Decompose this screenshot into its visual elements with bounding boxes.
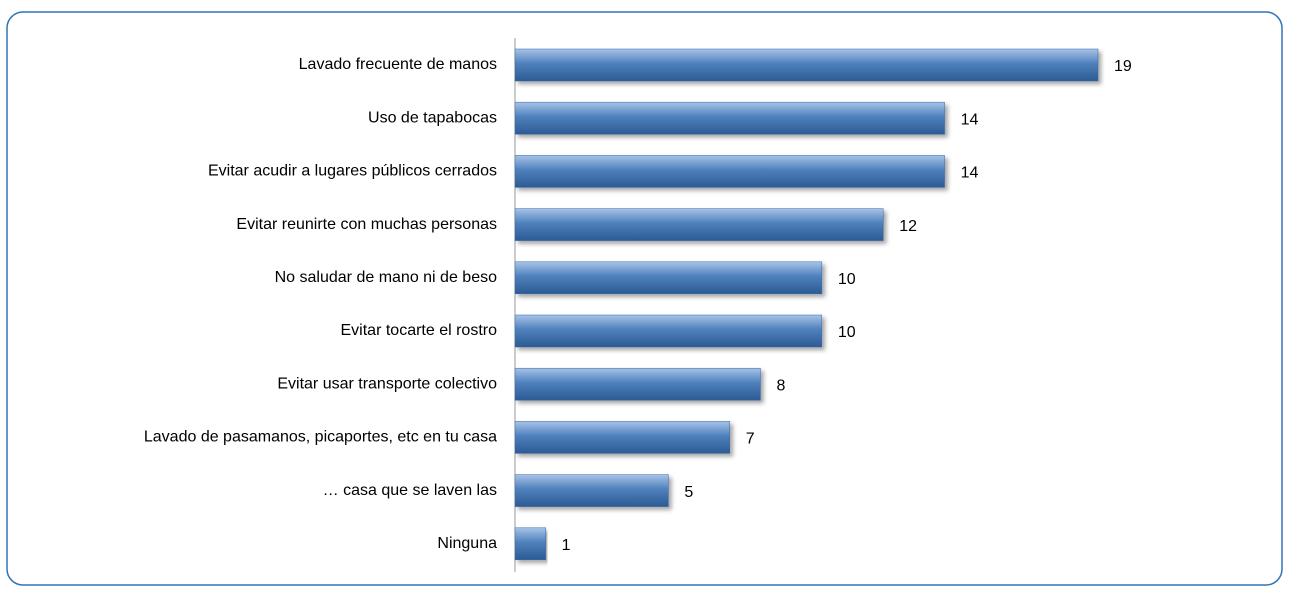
bar [514, 367, 761, 401]
value-label: 14 [961, 111, 979, 128]
value-label: 8 [776, 377, 785, 394]
category-label: Uso de tapabocas [368, 109, 497, 126]
bar [514, 155, 945, 188]
bar [514, 421, 731, 454]
value-label: 10 [838, 324, 856, 341]
bar [514, 208, 884, 241]
category-label: Evitar tocarte el rostro [341, 322, 498, 339]
value-label: 14 [961, 165, 979, 182]
category-label: Lavado frecuente de manos [299, 56, 497, 73]
value-label: 10 [838, 271, 856, 288]
category-label: Lavado de pasamanos, picaportes, etc en … [144, 429, 497, 446]
category-label: Evitar reunirte con muchas personas [236, 216, 497, 233]
value-label: 7 [746, 431, 755, 448]
category-label: Evitar acudir a lugares públicos cerrado… [208, 163, 497, 180]
value-label: 19 [1114, 58, 1132, 75]
bar [514, 48, 1099, 82]
value-label: 12 [899, 218, 917, 235]
bar [514, 261, 823, 295]
category-label: Ninguna [437, 535, 497, 552]
bar [514, 101, 945, 135]
value-label: 5 [684, 484, 693, 501]
chart-frame [6, 11, 1283, 586]
bar [514, 527, 546, 561]
category-label: No saludar de mano ni de beso [275, 269, 497, 286]
value-label: 1 [562, 537, 571, 554]
category-label: Evitar usar transporte colectivo [277, 375, 497, 392]
category-label: … casa que se laven las [323, 482, 497, 499]
bar [514, 314, 823, 348]
bar [514, 474, 669, 507]
